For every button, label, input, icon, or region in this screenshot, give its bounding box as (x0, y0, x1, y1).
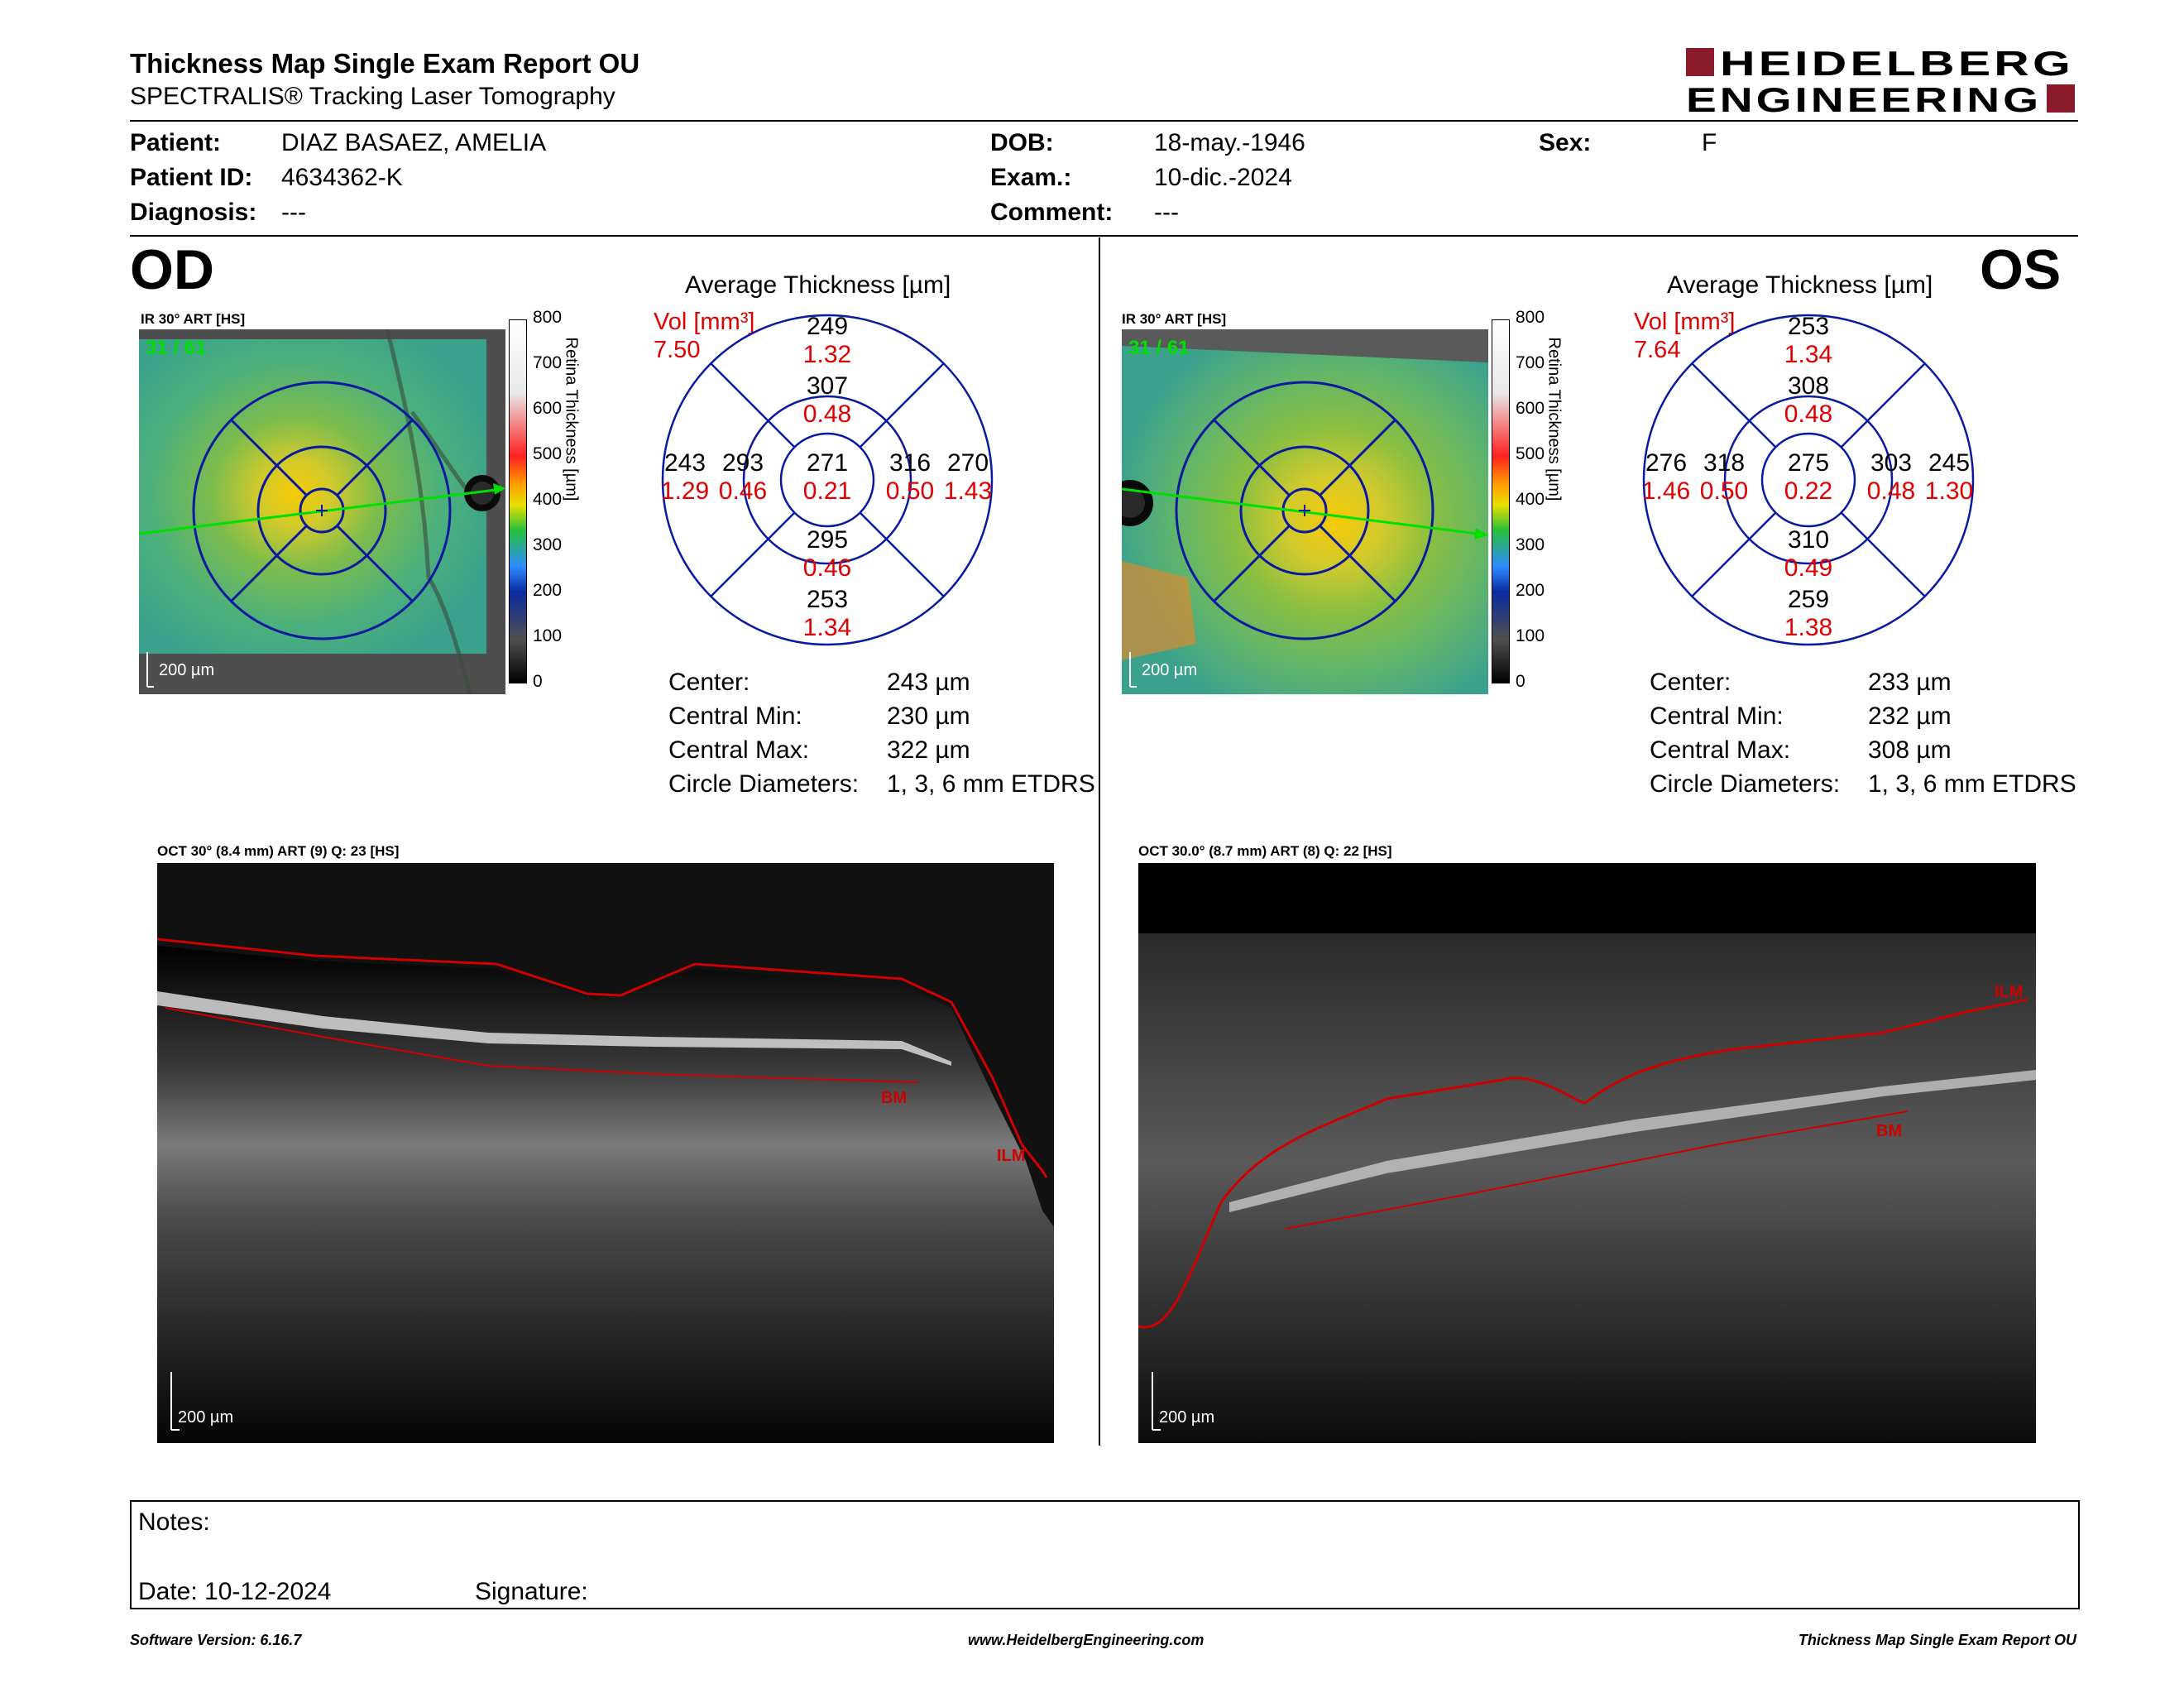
od-stats: Center: 243 µm Central Min: 230 µm Centr… (668, 669, 1095, 798)
os-ilm-label: ILM (1995, 983, 2023, 1001)
eye-label-os: OS (1980, 238, 2062, 301)
os-vol-label: Vol [mm³] (1634, 309, 1736, 335)
header-divider (130, 120, 2078, 122)
eye-divider (1099, 237, 1100, 1446)
od-colorbar (509, 319, 527, 683)
od-ilm-label: ILM (997, 1147, 1025, 1165)
od-ir-scale: 200 µm (159, 661, 214, 679)
os-etdrs-grid (1641, 313, 1976, 647)
heidelberg-logo: HEIDELBERG ENGINEERING (1684, 44, 2077, 119)
os-colorbar (1492, 319, 1510, 683)
os-oct-bscan: BM ILM 200 µm (1138, 863, 2036, 1443)
os-oct-scale: 200 µm (1159, 1408, 1214, 1427)
os-sector-values: 253 1.34 308 0.48 275 0.22 310 0.49 259 … (1641, 313, 1974, 641)
os-bm-label: BM (1876, 1122, 1902, 1140)
od-oct-scale: 200 µm (178, 1408, 233, 1427)
diagnosis-label: Diagnosis: (130, 199, 257, 226)
exam-label: Exam.: (990, 164, 1072, 191)
report-title: Thickness Map Single Exam Report OU (130, 48, 640, 79)
os-colorbar-ticks: 800 700 600 500 400 300 200 100 0 (1516, 308, 1545, 691)
report-subtitle: SPECTRALIS® Tracking Laser Tomography (130, 83, 615, 110)
od-colorbar-ticks: 800 700 600 500 400 300 200 100 0 (533, 308, 563, 691)
os-ir-scale: 200 µm (1142, 661, 1197, 679)
patient-id-label: Patient ID: (130, 164, 253, 191)
os-oct-title: OCT 30.0° (8.7 mm) ART (8) Q: 22 [HS] (1138, 843, 1392, 859)
od-oct-bscan: BM ILM 200 µm (157, 863, 1054, 1443)
comment-label: Comment: (990, 199, 1114, 226)
eye-label-od: OD (130, 238, 214, 301)
od-ir-title: IR 30° ART [HS] (141, 311, 246, 327)
sex-label: Sex: (1539, 129, 1592, 156)
comment-value: --- (1154, 199, 1179, 226)
od-ir-counter: 31 / 61 (146, 337, 206, 359)
diagnosis-value: --- (281, 199, 306, 226)
od-sector-values: 249 1.32 307 0.48 271 0.21 295 0.46 253 … (660, 313, 993, 641)
os-ir-counter: 31 / 61 (1128, 337, 1189, 359)
os-colorbar-label: Retina Thickness [µm] (1545, 337, 1564, 501)
notes-label: Notes: (138, 1508, 210, 1536)
os-avg-title: Average Thickness [µm] (1667, 271, 1933, 299)
notes-date: Date: 10-12-2024 (138, 1578, 332, 1605)
os-ir-title: IR 30° ART [HS] (1122, 311, 1227, 327)
sex-value: F (1702, 129, 1717, 156)
patient-label: Patient: (130, 129, 222, 156)
patient-id: 4634362-K (281, 164, 403, 191)
od-vol-label: Vol [mm³] (654, 309, 755, 335)
os-vol-value: 7.64 (1634, 337, 1681, 363)
notes-signature: Signature: (475, 1578, 588, 1605)
od-etdrs-grid (660, 313, 994, 647)
od-oct-title: OCT 30° (8.4 mm) ART (9) Q: 23 [HS] (157, 843, 400, 859)
od-bm-label: BM (881, 1089, 907, 1107)
od-thickness-map: 31 / 61 200 µm (139, 329, 505, 694)
notes-box: Notes: Date: 10-12-2024 Signature: (130, 1500, 2080, 1609)
dob-label: DOB: (990, 129, 1054, 156)
dob-value: 18-may.-1946 (1154, 129, 1305, 156)
footer-software: Software Version: 6.16.7 (130, 1632, 302, 1648)
od-colorbar-label: Retina Thickness [µm] (562, 337, 581, 501)
exam-value: 10-dic.-2024 (1154, 164, 1292, 191)
heidelberg-logo-mark: HEIDELBERG ENGINEERING (1686, 44, 2075, 119)
os-thickness-map: 31 / 61 200 µm (1122, 329, 1488, 694)
logo-line2: ENGINEERING (1686, 80, 2042, 116)
patient-name: DIAZ BASAEZ, AMELIA (281, 129, 547, 156)
footer-website[interactable]: www.HeidelbergEngineering.com (968, 1632, 1205, 1648)
od-avg-title: Average Thickness [µm] (685, 271, 951, 299)
od-vol-value: 7.50 (654, 337, 701, 363)
os-stats: Center: 233 µm Central Min: 232 µm Centr… (1650, 669, 2076, 798)
patient-divider (130, 235, 2078, 237)
footer-report-name: Thickness Map Single Exam Report OU (1798, 1632, 2076, 1648)
logo-line1: HEIDELBERG (1720, 45, 2074, 83)
